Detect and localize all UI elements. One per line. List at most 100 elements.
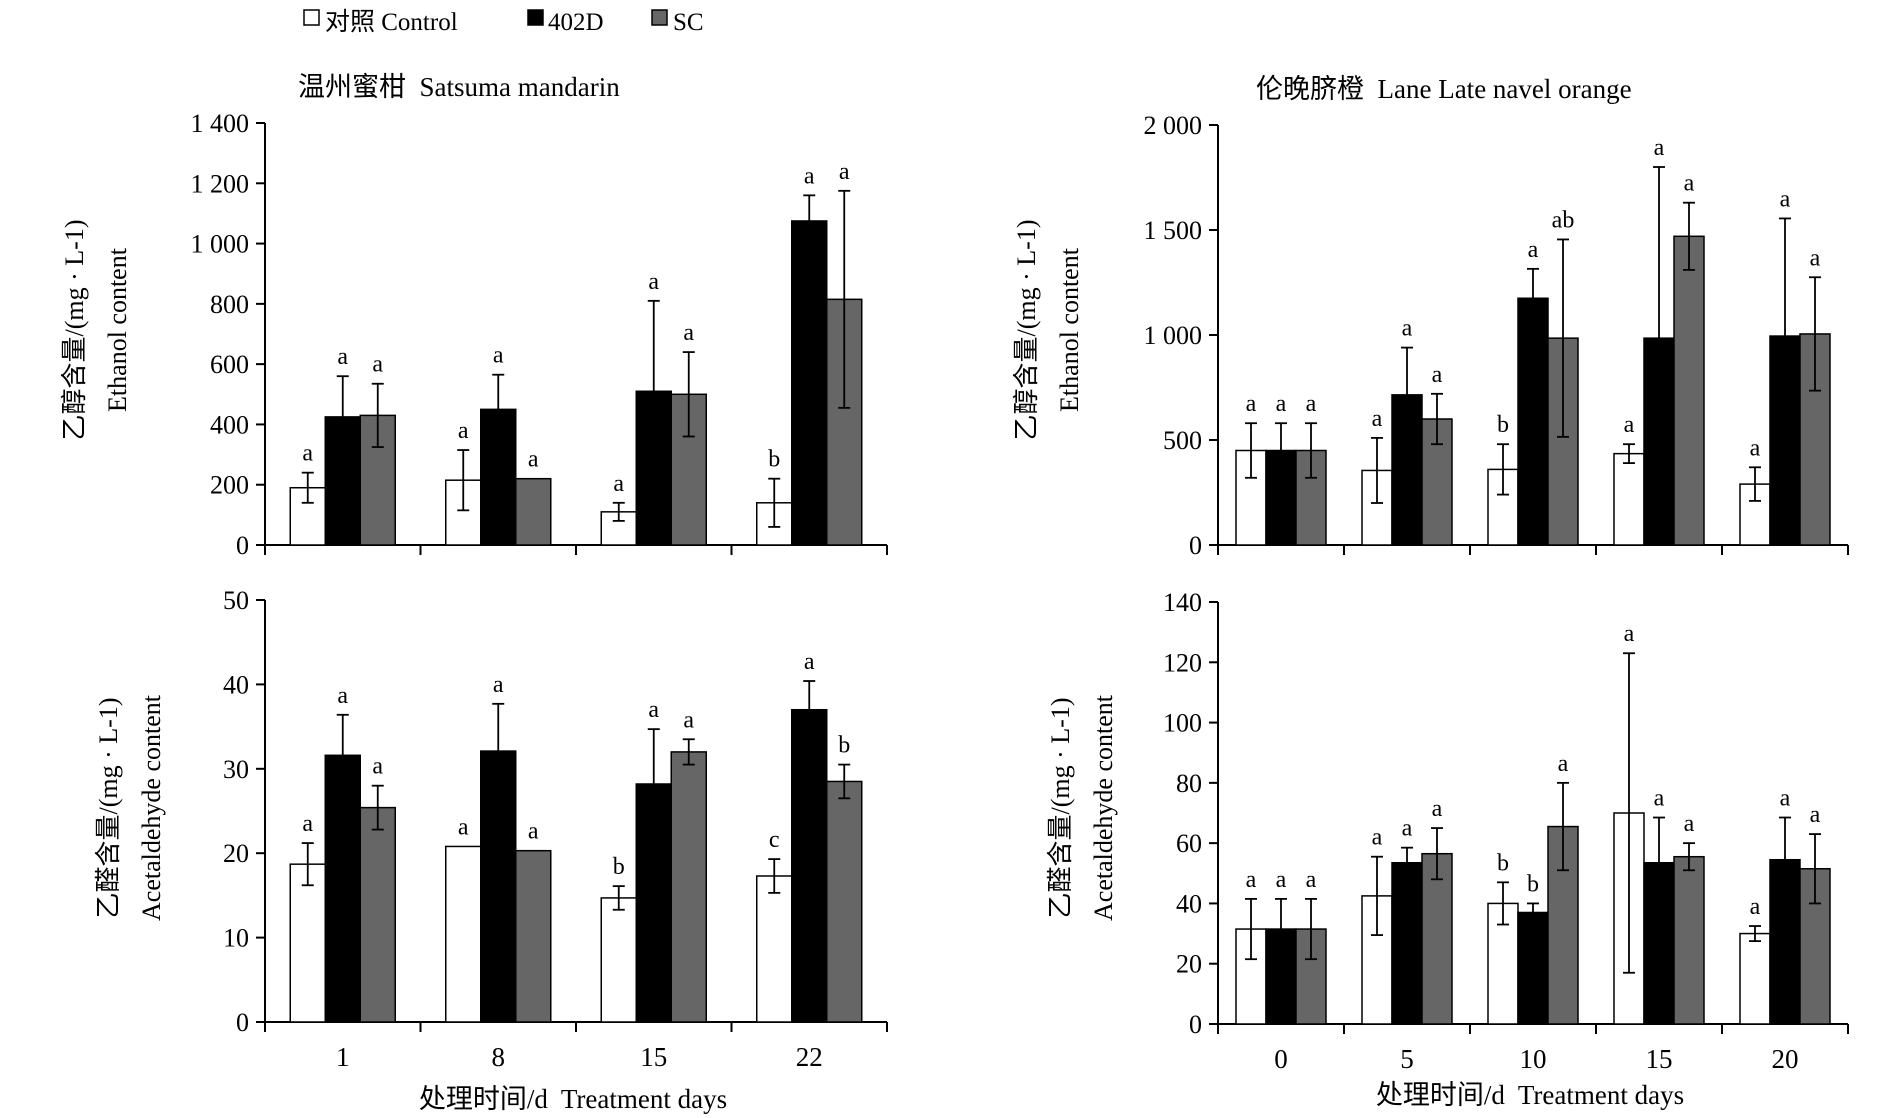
ylabel-cn: 乙醇含量/(mg · L-1) bbox=[60, 220, 89, 441]
significance-letter: a bbox=[372, 352, 383, 378]
legend-label-control: 对照 Control bbox=[325, 8, 458, 36]
ylabel-cn: 乙醛含量/(mg · L-1) bbox=[94, 698, 123, 919]
bar bbox=[756, 875, 793, 1023]
significance-letter: a bbox=[458, 814, 469, 840]
significance-letter: a bbox=[683, 707, 694, 733]
significance-letter: a bbox=[493, 343, 504, 369]
significance-letter: a bbox=[839, 159, 850, 185]
bar bbox=[1673, 235, 1705, 546]
significance-letter: b bbox=[1497, 850, 1509, 876]
ylabel-satsuma-acetaldehyde: 乙醛含量/(mg · L-1) Acetaldehyde content bbox=[94, 694, 166, 921]
y-tick-label: 1 500 bbox=[1144, 216, 1203, 245]
y-tick-label: 0 bbox=[236, 1008, 249, 1037]
y-tick-label: 40 bbox=[223, 670, 249, 699]
bar bbox=[1739, 932, 1771, 1025]
y-tick-label: 400 bbox=[210, 410, 249, 439]
significance-letter: a bbox=[1624, 621, 1635, 647]
y-tick-label: 0 bbox=[1189, 1010, 1202, 1039]
y-tick-label: 140 bbox=[1163, 588, 1202, 617]
significance-letter: a bbox=[528, 447, 539, 473]
significance-letter: a bbox=[1684, 811, 1695, 837]
legend-label-402d: 402D bbox=[548, 9, 604, 36]
ylabel-navel-ethanol: 乙醇含量/(mg · L-1) Ethanol content bbox=[1012, 220, 1084, 441]
significance-letter: a bbox=[1246, 867, 1257, 893]
y-tick-label: 20 bbox=[223, 839, 249, 868]
significance-letter: ab bbox=[1552, 207, 1575, 233]
bar bbox=[324, 754, 361, 1023]
significance-letter: a bbox=[1372, 825, 1383, 851]
x-tick-label: 8 bbox=[492, 1042, 506, 1072]
significance-letter: a bbox=[804, 649, 815, 675]
y-tick-label: 0 bbox=[1189, 531, 1202, 560]
significance-letter: a bbox=[1276, 867, 1287, 893]
bar bbox=[791, 708, 828, 1023]
significance-letter: a bbox=[1810, 802, 1821, 828]
significance-letter: a bbox=[1684, 171, 1695, 197]
bar bbox=[515, 477, 552, 546]
y-tick-label: 2 000 bbox=[1144, 111, 1203, 140]
x-tick-label: 1 bbox=[336, 1042, 350, 1072]
significance-letter: a bbox=[1654, 786, 1665, 812]
x-tick-label: 5 bbox=[1400, 1044, 1414, 1074]
x-tick-label: 15 bbox=[640, 1042, 667, 1072]
y-tick-label: 10 bbox=[223, 924, 249, 953]
bar bbox=[1517, 911, 1549, 1025]
y-tick-label: 30 bbox=[223, 755, 249, 784]
legend: 对照 Control 402D SC bbox=[303, 8, 704, 36]
xlabel-navel: 处理时间/d Treatment days bbox=[1376, 1080, 1684, 1110]
bar bbox=[359, 806, 396, 1023]
ylabel-cn: 乙醇含量/(mg · L-1) bbox=[1012, 220, 1041, 441]
significance-letter: b bbox=[1497, 412, 1509, 438]
y-tick-label: 120 bbox=[1163, 648, 1202, 677]
y-tick-label: 20 bbox=[1176, 950, 1202, 979]
bar bbox=[1421, 852, 1453, 1025]
significance-letter: a bbox=[1402, 816, 1413, 842]
significance-letter: a bbox=[804, 163, 815, 189]
y-tick-label: 1 000 bbox=[1144, 321, 1203, 350]
significance-letter: a bbox=[1528, 237, 1539, 263]
significance-letter: c bbox=[769, 827, 780, 853]
significance-letter: a bbox=[1432, 362, 1443, 388]
column-title-navel: 伦晚脐橙 Lane Late navel orange bbox=[1256, 74, 1632, 104]
y-tick-label: 100 bbox=[1163, 709, 1202, 738]
bar bbox=[600, 897, 637, 1023]
significance-letter: a bbox=[302, 811, 313, 837]
bar bbox=[515, 849, 552, 1023]
significance-letter: a bbox=[302, 441, 313, 467]
significance-letter: b bbox=[613, 854, 625, 880]
y-tick-label: 600 bbox=[210, 350, 249, 379]
y-tick-label: 80 bbox=[1176, 769, 1202, 798]
ylabel-satsuma-ethanol: 乙醇含量/(mg · L-1) Ethanol content bbox=[60, 220, 132, 441]
significance-letter: a bbox=[1372, 406, 1383, 432]
x-tick-label: 0 bbox=[1274, 1044, 1288, 1074]
significance-letter: a bbox=[1810, 245, 1821, 271]
significance-letter: a bbox=[1654, 135, 1665, 161]
x-tick-label: 10 bbox=[1520, 1044, 1547, 1074]
y-tick-label: 50 bbox=[223, 586, 249, 615]
significance-letter: a bbox=[458, 418, 469, 444]
legend-label-sc: SC bbox=[673, 9, 704, 36]
bar bbox=[445, 845, 482, 1023]
significance-letter: a bbox=[1402, 316, 1413, 342]
significance-letter: a bbox=[1306, 391, 1317, 417]
x-tick-label: 15 bbox=[1646, 1044, 1673, 1074]
ylabel-cn: 乙醛含量/(mg · L-1) bbox=[1046, 698, 1075, 919]
significance-letter: b bbox=[838, 733, 850, 759]
bar bbox=[1361, 895, 1393, 1025]
significance-letter: a bbox=[648, 697, 659, 723]
legend-swatch-sc bbox=[651, 9, 668, 26]
significance-letter: a bbox=[372, 754, 383, 780]
bar bbox=[791, 220, 828, 546]
significance-letter: a bbox=[1780, 186, 1791, 212]
x-tick-label: 20 bbox=[1772, 1044, 1799, 1074]
bar bbox=[1613, 452, 1645, 546]
significance-letter: a bbox=[613, 471, 624, 497]
significance-letter: a bbox=[1780, 786, 1791, 812]
y-tick-label: 1 400 bbox=[191, 109, 250, 138]
significance-letter: a bbox=[337, 683, 348, 709]
legend-swatch-402d bbox=[527, 9, 544, 26]
ylabel-en: Ethanol content bbox=[103, 247, 132, 412]
significance-letter: a bbox=[1750, 435, 1761, 461]
